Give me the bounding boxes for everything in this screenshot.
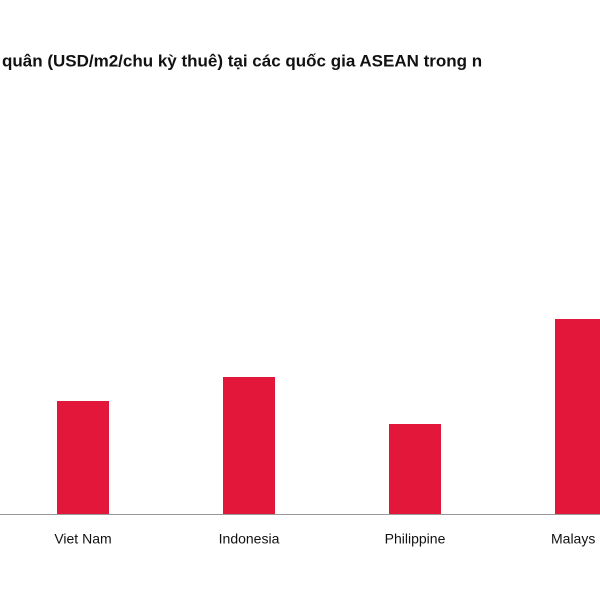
bar (555, 319, 600, 514)
x-tick-label: Viet Nam (54, 531, 111, 547)
bar (389, 424, 441, 514)
x-tick-label: Philippine (385, 531, 446, 547)
bar (223, 377, 275, 514)
x-tick-label: Malays (551, 531, 595, 547)
x-tick-label: Indonesia (219, 531, 280, 547)
bar (57, 401, 109, 514)
chart-title: quân (USD/m2/chu kỳ thuê) tại các quốc g… (2, 51, 482, 70)
